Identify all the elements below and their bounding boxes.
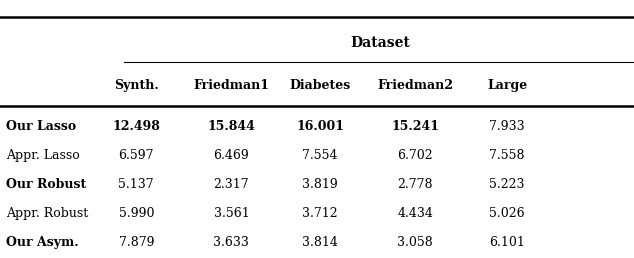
Text: 12.498: 12.498 [112,120,160,133]
Text: 4.434: 4.434 [398,207,433,220]
Text: 6.597: 6.597 [119,149,154,162]
Text: Friedman2: Friedman2 [377,79,453,92]
Text: 7.554: 7.554 [302,149,338,162]
Text: 3.814: 3.814 [302,236,338,248]
Text: Our Asym.: Our Asym. [6,236,79,248]
Text: 5.223: 5.223 [489,178,525,191]
Text: 3.561: 3.561 [214,207,249,220]
Text: 5.026: 5.026 [489,207,525,220]
Text: 16.001: 16.001 [296,120,344,133]
Text: Diabetes: Diabetes [290,79,351,92]
Text: 6.101: 6.101 [489,236,525,248]
Text: 7.879: 7.879 [119,236,154,248]
Text: Our Robust: Our Robust [6,178,87,191]
Text: Appr. Lasso: Appr. Lasso [6,149,80,162]
Text: 2.317: 2.317 [214,178,249,191]
Text: 15.844: 15.844 [207,120,256,133]
Text: 2.778: 2.778 [398,178,433,191]
Text: Friedman1: Friedman1 [193,79,269,92]
Text: 5.990: 5.990 [119,207,154,220]
Text: 15.241: 15.241 [391,120,439,133]
Text: Appr. Robust: Appr. Robust [6,207,89,220]
Text: 3.819: 3.819 [302,178,338,191]
Text: 3.633: 3.633 [214,236,249,248]
Text: Synth.: Synth. [114,79,158,92]
Text: 3.712: 3.712 [302,207,338,220]
Text: 7.933: 7.933 [489,120,525,133]
Text: 3.058: 3.058 [398,236,433,248]
Text: 6.469: 6.469 [214,149,249,162]
Text: 6.702: 6.702 [398,149,433,162]
Text: Large: Large [487,79,527,92]
Text: 7.558: 7.558 [489,149,525,162]
Text: Our Lasso: Our Lasso [6,120,77,133]
Text: 5.137: 5.137 [119,178,154,191]
Text: Dataset: Dataset [351,36,410,50]
